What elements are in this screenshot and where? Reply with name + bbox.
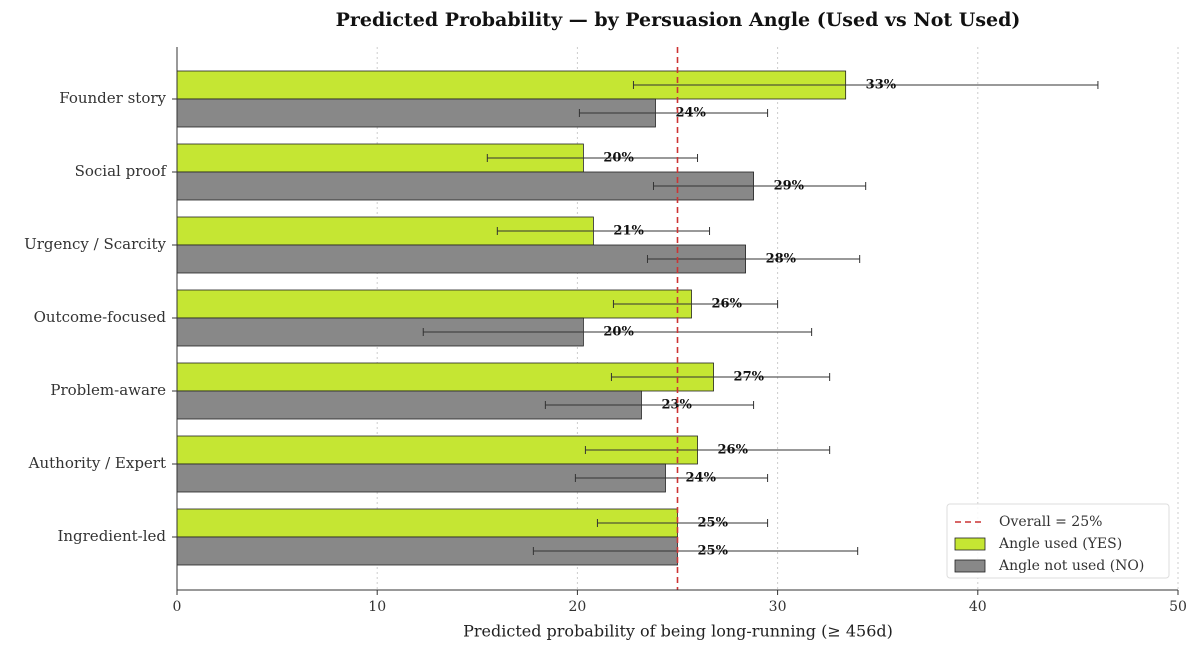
data-label: 24% <box>675 106 706 121</box>
y-tick-label: Problem-aware <box>50 381 166 399</box>
bar <box>176 289 692 319</box>
x-axis-label: Predicted probability of being long-runn… <box>463 622 893 641</box>
y-tick-label: Social proof <box>75 162 168 180</box>
data-label: 29% <box>774 179 805 194</box>
bar <box>176 98 656 128</box>
data-label: 27% <box>734 370 765 385</box>
y-tick-label: Outcome-focused <box>34 308 167 326</box>
legend-label: Angle used (YES) <box>998 536 1122 552</box>
data-label: 26% <box>712 297 743 312</box>
data-label: 25% <box>698 516 729 531</box>
legend-swatch <box>954 537 986 551</box>
legend-label: Overall = 25% <box>999 514 1102 530</box>
data-label: 23% <box>661 398 692 413</box>
x-tick-label: 20 <box>568 599 586 615</box>
x-tick-label: 50 <box>1169 599 1187 615</box>
x-tick-label: 10 <box>368 599 386 615</box>
data-label: 20% <box>603 325 634 340</box>
x-tick-label: 30 <box>769 599 787 615</box>
legend-swatch <box>954 559 986 573</box>
data-label: 33% <box>866 78 897 93</box>
y-tick-label: Founder story <box>59 89 166 107</box>
data-label: 24% <box>685 471 716 486</box>
y-tick-label: Urgency / Scarcity <box>24 235 166 253</box>
legend-box <box>946 503 1170 579</box>
y-tick-label: Authority / Expert <box>28 454 166 472</box>
x-tick-label: 0 <box>173 599 182 615</box>
data-label: 21% <box>613 224 644 239</box>
y-tick-label: Ingredient-led <box>57 527 166 545</box>
data-label: 25% <box>698 544 729 559</box>
data-label: 26% <box>718 443 749 458</box>
data-label: 20% <box>603 151 634 166</box>
data-label: 28% <box>766 252 797 267</box>
x-tick-label: 40 <box>969 599 987 615</box>
chart-title: Predicted Probability — by Persuasion An… <box>336 9 1021 31</box>
legend-label: Angle not used (NO) <box>998 558 1144 574</box>
